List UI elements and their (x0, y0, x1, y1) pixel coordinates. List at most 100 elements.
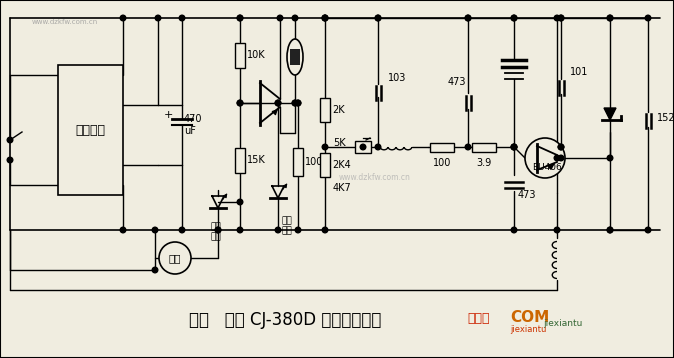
Circle shape (322, 15, 328, 21)
Text: 5K: 5K (333, 138, 346, 148)
Circle shape (237, 100, 243, 106)
Circle shape (120, 15, 126, 21)
Bar (355, 141, 371, 153)
Text: 103: 103 (388, 73, 406, 83)
Text: 接线图: 接线图 (467, 311, 489, 324)
Text: 473: 473 (448, 77, 466, 87)
Circle shape (237, 199, 243, 205)
Circle shape (215, 227, 221, 233)
Circle shape (7, 157, 13, 163)
Text: 图三   半球 CJ-380D 加湿器原理图: 图三 半球 CJ-380D 加湿器原理图 (189, 311, 381, 329)
Circle shape (645, 15, 651, 21)
Text: jiexiantu: jiexiantu (543, 319, 582, 328)
Text: 15K: 15K (247, 155, 266, 165)
Circle shape (554, 15, 560, 21)
Circle shape (322, 15, 328, 21)
Circle shape (465, 15, 471, 21)
Circle shape (237, 15, 243, 21)
Text: 3.9: 3.9 (477, 158, 491, 168)
Text: 2K: 2K (332, 105, 344, 115)
Text: 开关电源: 开关电源 (75, 124, 105, 136)
Circle shape (607, 227, 613, 233)
Bar (430, 142, 454, 151)
Bar (472, 142, 496, 151)
Circle shape (465, 15, 471, 21)
Text: 10K: 10K (247, 50, 266, 60)
Circle shape (295, 227, 301, 233)
Circle shape (322, 144, 328, 150)
FancyBboxPatch shape (58, 65, 123, 195)
Circle shape (275, 100, 281, 106)
Circle shape (293, 100, 298, 106)
Circle shape (558, 15, 563, 21)
Circle shape (275, 100, 281, 106)
Circle shape (558, 144, 563, 150)
Circle shape (375, 15, 381, 21)
Bar (235, 147, 245, 173)
Circle shape (277, 15, 283, 21)
Circle shape (155, 15, 161, 21)
Text: +: + (163, 110, 173, 120)
Text: COM: COM (510, 310, 549, 325)
Circle shape (215, 227, 221, 233)
Circle shape (645, 227, 651, 233)
Circle shape (558, 155, 563, 161)
Circle shape (275, 227, 281, 233)
Text: 100K: 100K (305, 157, 330, 167)
Circle shape (607, 15, 613, 21)
Circle shape (511, 15, 517, 21)
Circle shape (237, 227, 243, 233)
Text: 100: 100 (433, 158, 451, 168)
Text: 101: 101 (570, 67, 588, 77)
Text: 4K7: 4K7 (333, 183, 352, 193)
Circle shape (322, 15, 328, 21)
Circle shape (607, 15, 613, 21)
Circle shape (558, 144, 563, 150)
Bar (235, 43, 245, 68)
Text: 152: 152 (657, 113, 674, 123)
Text: 2K4: 2K4 (332, 160, 350, 170)
Circle shape (558, 15, 563, 21)
Circle shape (293, 15, 298, 21)
Circle shape (293, 100, 298, 106)
Text: 工作
指示: 工作 指示 (282, 216, 293, 236)
Circle shape (152, 267, 158, 273)
Circle shape (295, 100, 301, 106)
Text: 473: 473 (518, 190, 537, 200)
Circle shape (525, 138, 565, 178)
Circle shape (179, 15, 185, 21)
Bar (320, 98, 330, 122)
Circle shape (322, 227, 328, 233)
Circle shape (7, 137, 13, 143)
Circle shape (554, 227, 560, 233)
Circle shape (360, 144, 366, 150)
Circle shape (179, 227, 185, 233)
Circle shape (375, 144, 381, 150)
Text: BU406: BU406 (532, 163, 562, 171)
Bar (320, 153, 330, 177)
Bar (293, 148, 303, 176)
Ellipse shape (287, 39, 303, 75)
Circle shape (120, 227, 126, 233)
Text: 风机: 风机 (168, 253, 181, 263)
Text: www.dzkfw.com.cn: www.dzkfw.com.cn (32, 19, 98, 25)
Text: 缺水
指示: 缺水 指示 (210, 222, 221, 241)
Bar (290, 49, 300, 65)
Text: jiexiantu: jiexiantu (510, 325, 547, 334)
Circle shape (554, 155, 560, 161)
Circle shape (465, 144, 471, 150)
Circle shape (607, 155, 613, 161)
Circle shape (237, 15, 243, 21)
Circle shape (375, 15, 381, 21)
Polygon shape (604, 108, 616, 120)
Circle shape (152, 227, 158, 233)
Circle shape (511, 227, 517, 233)
Circle shape (511, 15, 517, 21)
Circle shape (159, 242, 191, 274)
Circle shape (237, 100, 243, 106)
Circle shape (511, 144, 517, 150)
Circle shape (607, 227, 613, 233)
Circle shape (511, 144, 517, 150)
Circle shape (295, 100, 301, 106)
Circle shape (511, 144, 517, 150)
